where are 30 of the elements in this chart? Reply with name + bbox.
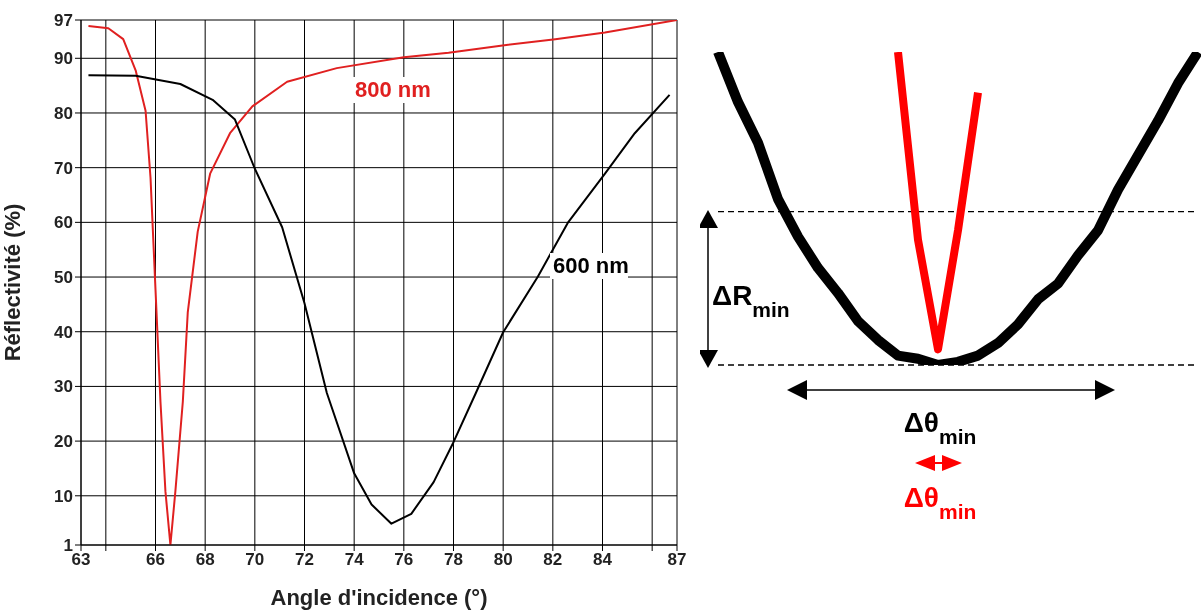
y-tick-label: 10 xyxy=(54,486,73,506)
y-tick-label: 50 xyxy=(54,268,73,288)
y-axis-title: Réflectivité (%) xyxy=(0,203,25,362)
y-tick-label: 70 xyxy=(54,158,73,178)
y-tick-label: 97 xyxy=(54,11,73,31)
text: Δθ$_{min}$ xyxy=(903,407,977,448)
y-tick-label: 60 xyxy=(54,213,73,233)
x-tick-label: 82 xyxy=(543,550,563,570)
series-label: 800 nm xyxy=(355,77,431,102)
x-tick-label: 80 xyxy=(493,550,513,570)
x-tick-label: 78 xyxy=(444,550,463,570)
x-tick-label: 84 xyxy=(593,550,613,570)
annotation: ΔR$_{min}$ xyxy=(712,280,790,321)
x-tick-label: 68 xyxy=(195,550,215,570)
y-tick-label: 40 xyxy=(54,322,73,342)
x-tick-label: 70 xyxy=(245,550,265,570)
y-tick-label: 1 xyxy=(63,536,73,556)
x-tick-label: 66 xyxy=(146,550,165,570)
x-tick-label: 63 xyxy=(71,550,91,570)
y-tick-label: 20 xyxy=(54,432,73,452)
series-label: 600 nm xyxy=(553,253,629,278)
y-tick-label: 30 xyxy=(54,377,73,397)
text: Δθ$_{min}$ xyxy=(903,482,977,523)
x-tick-label: 76 xyxy=(394,550,414,570)
x-tick-label: 72 xyxy=(295,550,314,570)
y-tick-label: 90 xyxy=(54,49,73,69)
x-tick-label: 87 xyxy=(667,550,687,570)
y-tick-label: 80 xyxy=(54,104,73,123)
x-axis-title: Angle d'incidence (°) xyxy=(270,585,488,610)
x-tick-label: 74 xyxy=(344,550,365,570)
